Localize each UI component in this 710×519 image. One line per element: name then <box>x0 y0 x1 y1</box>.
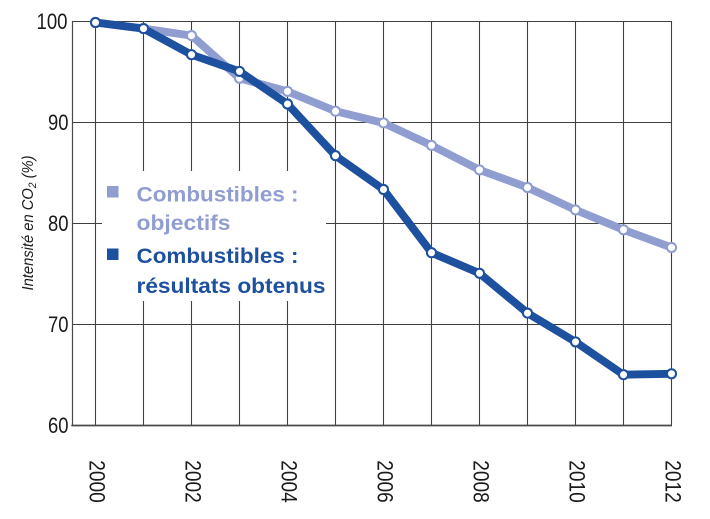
svg-text:résultats obtenus: résultats obtenus <box>137 275 326 298</box>
svg-text:2010: 2010 <box>564 460 589 503</box>
svg-text:2002: 2002 <box>180 460 205 503</box>
svg-text:60: 60 <box>48 413 69 438</box>
svg-text:2012: 2012 <box>660 460 685 503</box>
svg-text:100: 100 <box>37 9 68 34</box>
svg-text:Combustibles :: Combustibles : <box>137 245 299 268</box>
svg-text:70: 70 <box>48 312 69 337</box>
svg-text:80: 80 <box>48 211 69 236</box>
svg-text:2008: 2008 <box>468 460 493 503</box>
svg-text:2000: 2000 <box>84 460 109 503</box>
svg-text:90: 90 <box>48 110 69 135</box>
svg-text:Combustibles :: Combustibles : <box>137 184 299 207</box>
svg-text:2006: 2006 <box>372 460 397 503</box>
svg-text:objectifs: objectifs <box>137 212 231 235</box>
svg-text:Intensité en CO2 (%): Intensité en CO2 (%) <box>20 156 39 291</box>
svg-text:2004: 2004 <box>276 460 301 503</box>
